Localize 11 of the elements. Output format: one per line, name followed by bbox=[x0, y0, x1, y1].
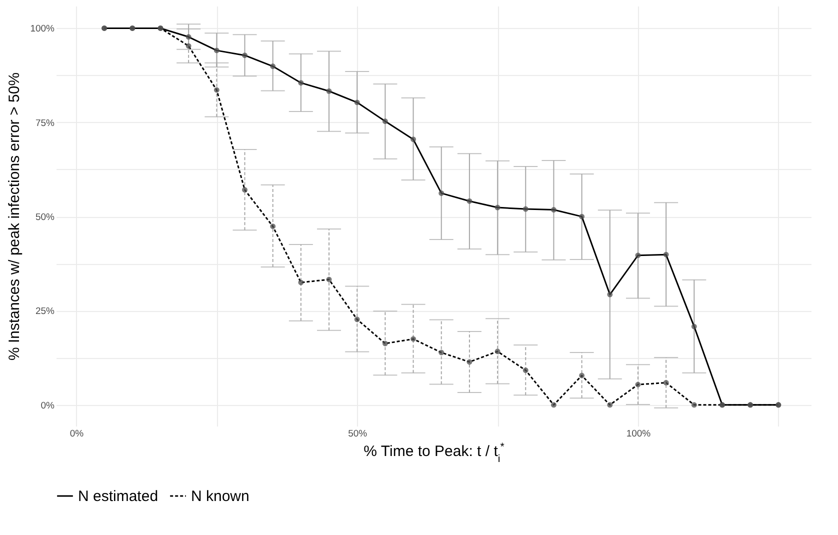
y-axis-title: % Instances w/ peak infections error > 50% bbox=[6, 72, 24, 361]
legend-label: N estimated bbox=[78, 488, 158, 505]
x-tick-label: 100% bbox=[626, 428, 652, 440]
y-tick-label: 100% bbox=[30, 24, 56, 35]
y-tick-label: 25% bbox=[35, 306, 56, 318]
x-tick-label: 50% bbox=[348, 428, 368, 440]
legend-label: N known bbox=[191, 488, 250, 505]
x-tick-label: 0% bbox=[70, 428, 84, 440]
y-tick-label: 75% bbox=[35, 118, 56, 129]
y-tick-label: 50% bbox=[35, 212, 56, 224]
y-tick-label: 0% bbox=[40, 400, 56, 412]
